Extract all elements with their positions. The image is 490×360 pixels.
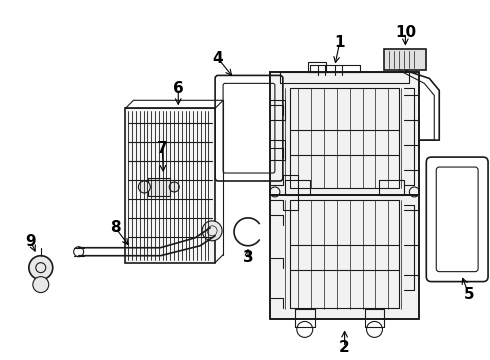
Circle shape: [33, 276, 49, 293]
Circle shape: [29, 256, 53, 280]
Circle shape: [202, 221, 222, 241]
Text: 1: 1: [334, 35, 345, 50]
Bar: [148, 178, 171, 196]
Polygon shape: [125, 108, 215, 263]
Polygon shape: [270, 72, 419, 319]
Text: 9: 9: [25, 234, 36, 249]
Circle shape: [169, 182, 179, 192]
Text: 8: 8: [110, 220, 121, 235]
Text: 4: 4: [213, 51, 223, 66]
Bar: [308, 62, 326, 72]
Text: 10: 10: [395, 25, 416, 40]
Text: 6: 6: [173, 81, 184, 96]
Bar: [385, 49, 426, 71]
Text: 7: 7: [157, 141, 168, 156]
Text: 2: 2: [339, 340, 350, 355]
Text: 3: 3: [243, 250, 253, 265]
Circle shape: [138, 181, 150, 193]
Text: 5: 5: [464, 287, 474, 302]
